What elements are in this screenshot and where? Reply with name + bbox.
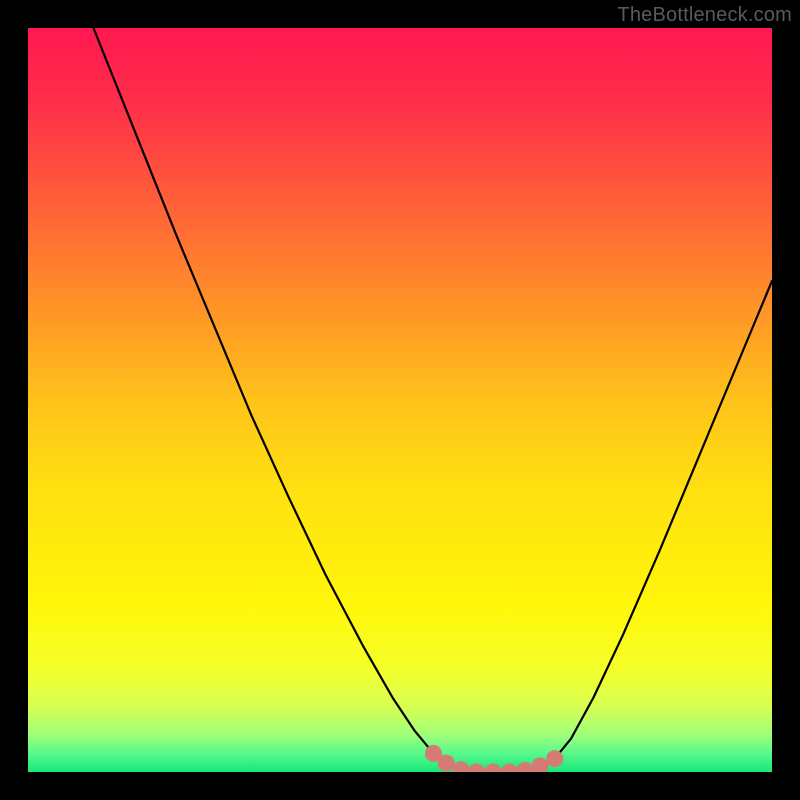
chart-container: TheBottleneck.com <box>0 0 800 800</box>
curve-marker <box>516 762 533 772</box>
marker-group <box>425 745 563 772</box>
bottleneck-curve <box>93 28 772 772</box>
watermark-text: TheBottleneck.com <box>617 4 792 27</box>
curve-marker <box>531 758 548 772</box>
curve-marker <box>546 750 563 767</box>
curve-marker <box>453 761 470 772</box>
curve-marker <box>468 764 485 773</box>
curve-layer <box>28 28 772 772</box>
curve-marker <box>501 764 518 773</box>
curve-marker <box>438 755 455 772</box>
plot-area <box>28 28 772 772</box>
curve-marker <box>485 764 502 773</box>
